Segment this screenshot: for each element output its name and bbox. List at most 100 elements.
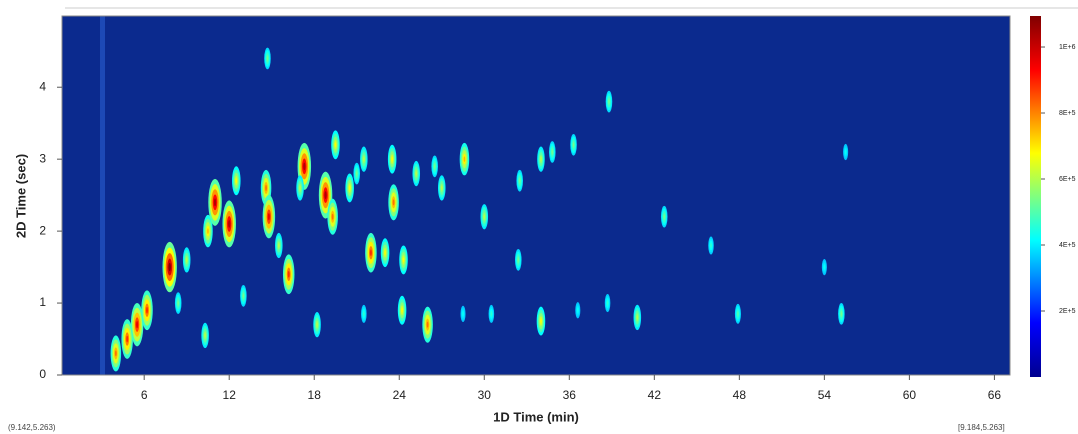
peak — [412, 160, 421, 187]
peak — [121, 319, 133, 359]
peak — [141, 290, 153, 331]
peak — [201, 322, 209, 349]
peak — [110, 335, 122, 372]
peak-contour — [519, 178, 521, 183]
peak-contour — [204, 333, 206, 338]
peak — [843, 143, 849, 161]
corner-coordinate: (9.142,5.263) — [8, 423, 56, 432]
peak — [240, 285, 247, 307]
plot-frame — [61, 15, 1011, 376]
colorbar-tick-label: 4E+5 — [1059, 242, 1076, 249]
peak — [821, 258, 827, 276]
peak — [388, 184, 399, 221]
peak — [604, 294, 611, 313]
peak-contour — [356, 171, 358, 176]
peak-contour — [483, 214, 485, 219]
peak-contour — [426, 321, 429, 328]
peak-contour — [303, 162, 306, 171]
x-tick-label: 30 — [478, 388, 492, 402]
peak — [260, 169, 272, 207]
corner-coordinate: [9.184,5.263] — [958, 423, 1005, 432]
peak-contour — [415, 171, 417, 176]
peak — [208, 178, 222, 226]
plot-background — [62, 16, 1010, 375]
peak — [515, 249, 522, 271]
peak — [331, 130, 340, 160]
peak-contour — [401, 307, 403, 313]
peak — [708, 236, 714, 255]
peak — [361, 304, 367, 323]
peak-contour — [287, 270, 290, 278]
peak — [397, 295, 407, 325]
x-tick-label: 48 — [733, 388, 747, 402]
peak — [365, 232, 377, 273]
colorbar-tick-label: 8E+5 — [1059, 110, 1076, 117]
y-tick-label: 0 — [39, 367, 46, 381]
peak-contour — [186, 257, 188, 262]
x-tick-label: 12 — [223, 388, 237, 402]
y-axis-title: 2D Time (sec) — [13, 154, 28, 238]
peak — [480, 204, 489, 230]
peak-contour — [299, 185, 301, 191]
peak-contour — [235, 178, 238, 184]
peak-contour — [663, 214, 665, 219]
x-tick-label: 60 — [903, 388, 917, 402]
peak-contour — [168, 262, 171, 272]
peak-contour — [363, 157, 365, 162]
peak-contour — [540, 157, 542, 162]
peak-contour — [636, 315, 638, 320]
peak — [422, 306, 433, 343]
colorbar-tick-label: 1E+6 — [1059, 44, 1076, 51]
peak-contour — [331, 213, 334, 220]
peak-contour — [608, 99, 610, 104]
peak-contour — [573, 142, 575, 147]
colorbar — [1030, 16, 1041, 377]
peak — [327, 198, 338, 235]
x-tick-label: 18 — [308, 388, 322, 402]
peak-contour — [840, 312, 842, 316]
peak-contour — [213, 198, 217, 207]
peak — [162, 241, 177, 293]
peak — [437, 175, 446, 201]
colorbar-tick-label: 2E+5 — [1059, 308, 1076, 315]
peak — [734, 303, 741, 324]
peak-contour — [441, 185, 443, 191]
peak — [232, 166, 241, 196]
peak — [516, 169, 523, 192]
peak-contour — [462, 312, 464, 316]
peak — [536, 306, 546, 336]
peak — [460, 305, 466, 322]
peak-contour — [823, 265, 825, 269]
peak-contour — [463, 156, 466, 162]
peak — [275, 232, 283, 259]
peak — [296, 175, 304, 201]
x-tick-label: 36 — [563, 388, 577, 402]
peak — [387, 144, 397, 174]
peak-contour — [114, 350, 117, 357]
peak-contour — [434, 164, 436, 169]
y-tick-label: 1 — [39, 295, 46, 309]
peak-contour — [402, 257, 405, 263]
peak — [345, 173, 354, 203]
x-tick-label: 24 — [393, 388, 407, 402]
peak — [459, 142, 470, 176]
peak-contour — [265, 184, 267, 191]
peak — [282, 254, 295, 295]
peak-contour — [348, 185, 351, 191]
peak — [182, 247, 191, 273]
peak-contour — [334, 142, 337, 148]
peak — [575, 302, 581, 319]
peak — [605, 90, 613, 113]
peak — [838, 303, 845, 325]
peak-contour — [710, 243, 712, 248]
peak-contour — [517, 258, 519, 262]
x-tick-label: 54 — [818, 388, 832, 402]
peak — [353, 162, 361, 185]
peak — [660, 205, 668, 228]
peak-contour — [278, 243, 280, 248]
peak — [488, 304, 495, 323]
peak — [380, 238, 390, 268]
peak-contour — [737, 312, 739, 316]
peak — [130, 302, 144, 347]
